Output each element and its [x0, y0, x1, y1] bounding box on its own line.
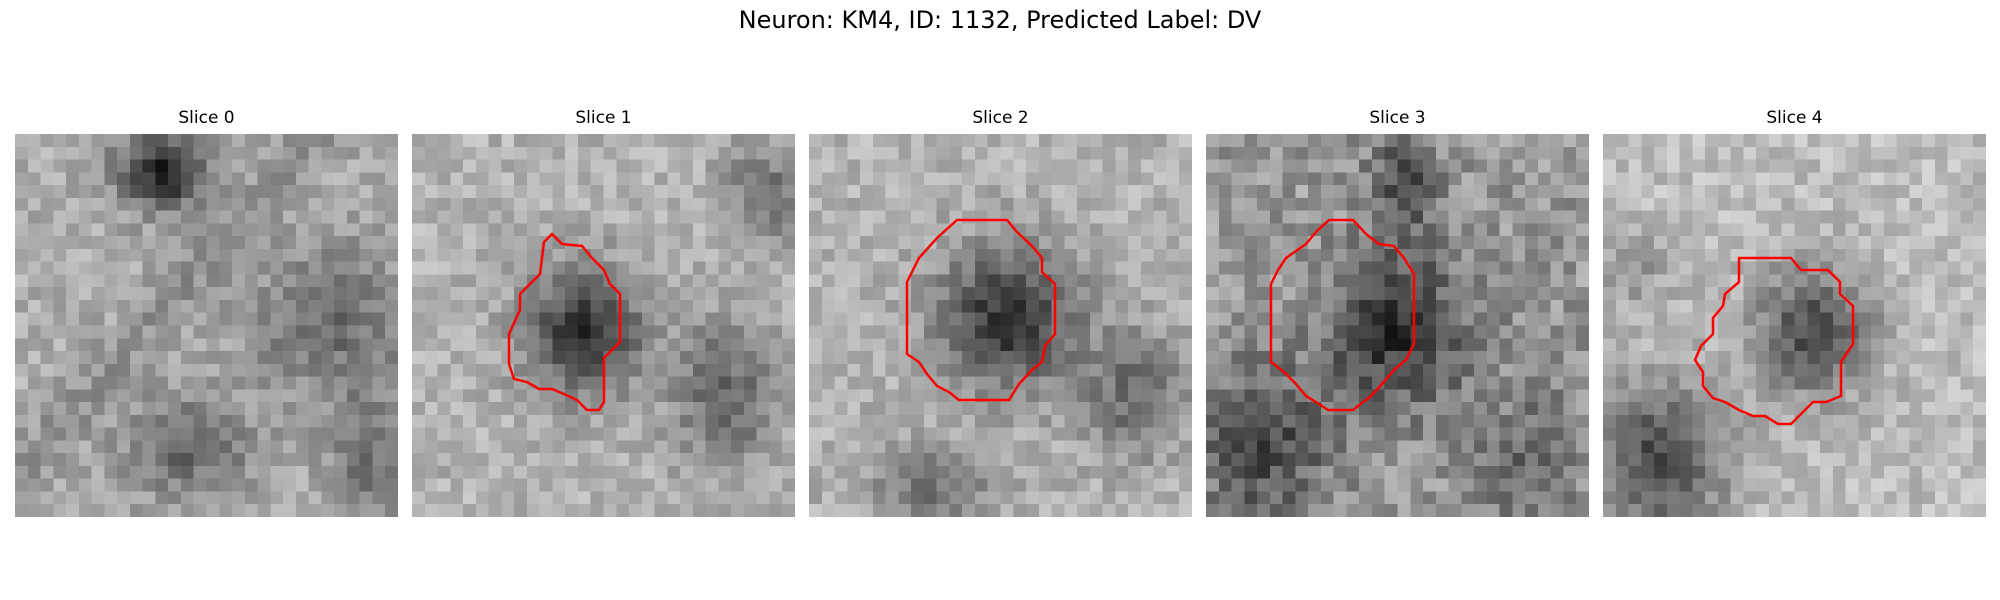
slice-title: Slice 3 [1369, 108, 1426, 128]
roi-contour-2 [905, 218, 1057, 402]
microscopy-image [412, 134, 795, 517]
slice-title: Slice 0 [178, 108, 235, 128]
slice-title: Slice 1 [575, 108, 632, 128]
slice-image-1 [412, 134, 795, 517]
roi-contour-3 [1269, 218, 1416, 412]
slice-image-0 [15, 134, 398, 517]
figure-title: Neuron: KM4, ID: 1132, Predicted Label: … [738, 6, 1262, 34]
microscopy-image [809, 134, 1192, 517]
microscopy-image [15, 134, 398, 517]
slice-image-2 [809, 134, 1192, 517]
roi-contour-1 [507, 232, 622, 412]
roi-contour-4 [1693, 256, 1855, 426]
slice-title: Slice 4 [1766, 108, 1823, 128]
slice-image-4 [1603, 134, 1986, 517]
slice-image-3 [1206, 134, 1589, 517]
microscopy-image [1603, 134, 1986, 517]
slice-title: Slice 2 [972, 108, 1029, 128]
